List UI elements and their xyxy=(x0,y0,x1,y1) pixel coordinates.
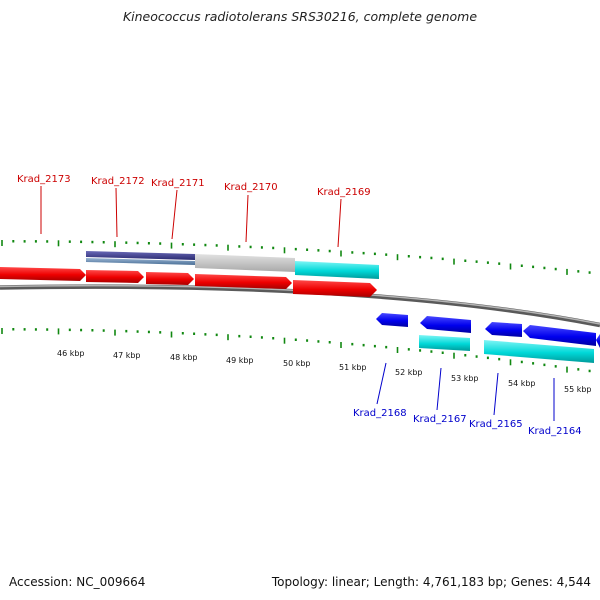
gene-arrow-edge[interactable] xyxy=(596,334,600,348)
reverse-gene-labels: Krad_2168 Krad_2167 Krad_2165 Krad_2164 xyxy=(353,408,582,437)
scale-labels: 46 kbp 47 kbp 48 kbp 49 kbp 50 kbp 51 kb… xyxy=(57,349,592,394)
gene-arrow-krad-2173[interactable] xyxy=(0,267,86,281)
leader-line-krad-2171 xyxy=(171,189,178,240)
gene-label-krad-2172[interactable]: Krad_2172 xyxy=(91,176,145,187)
kbp-label: 55 kbp xyxy=(564,385,592,394)
kbp-label: 53 kbp xyxy=(451,374,479,383)
forward-leader-lines xyxy=(40,186,342,248)
kbp-label: 47 kbp xyxy=(113,351,141,360)
forward-gene-labels: Krad_2173 Krad_2172 Krad_2171 Krad_2170 … xyxy=(17,174,371,198)
kbp-label: 49 kbp xyxy=(226,356,254,365)
forward-gene-arrows xyxy=(0,267,377,297)
kbp-label: 50 kbp xyxy=(283,359,311,368)
gene-label-krad-2169[interactable]: Krad_2169 xyxy=(317,187,371,198)
kbp-label: 48 kbp xyxy=(170,353,198,362)
gene-arrow-krad-2169[interactable] xyxy=(293,280,377,297)
gene-label-krad-2168[interactable]: Krad_2168 xyxy=(353,408,407,419)
gene-label-krad-2167[interactable]: Krad_2167 xyxy=(413,414,467,425)
gene-label-krad-2164[interactable]: Krad_2164 xyxy=(528,426,582,437)
gene-arrow-krad-2164[interactable] xyxy=(523,325,596,346)
leader-line-krad-2172 xyxy=(115,187,118,238)
kbp-label: 46 kbp xyxy=(57,349,85,358)
gene-arrow-krad-2171[interactable] xyxy=(146,272,194,285)
gene-label-krad-2170[interactable]: Krad_2170 xyxy=(224,182,278,193)
cds-grey-segment xyxy=(195,254,295,272)
kbp-label: 51 kbp xyxy=(339,363,367,372)
gene-arrow-krad-2165[interactable] xyxy=(485,322,522,337)
gene-arrow-krad-2172[interactable] xyxy=(86,270,144,283)
gene-label-krad-2165[interactable]: Krad_2165 xyxy=(469,419,523,430)
kbp-label: 54 kbp xyxy=(508,379,536,388)
gene-arrow-krad-2167[interactable] xyxy=(420,316,471,333)
gene-arrow-krad-2168[interactable] xyxy=(376,313,408,327)
gene-label-krad-2173[interactable]: Krad_2173 xyxy=(17,174,71,185)
reverse-gene-arrows xyxy=(376,313,600,348)
accession-text: Accession: NC_009664 xyxy=(9,575,146,589)
reverse-cds-features xyxy=(419,335,594,363)
genome-stats-text: Topology: linear; Length: 4,761,183 bp; … xyxy=(271,575,591,589)
gene-label-krad-2171[interactable]: Krad_2171 xyxy=(151,178,205,189)
leader-line-krad-2170 xyxy=(245,194,249,243)
cds-cyan-segment xyxy=(295,261,379,279)
leader-line-krad-2165 xyxy=(493,372,499,416)
cds-cyan-rev-1 xyxy=(419,335,470,351)
cds-cyan-rev-2 xyxy=(484,340,594,363)
reverse-leader-lines xyxy=(376,362,555,421)
cds-steel-segment xyxy=(86,258,195,265)
upper-tick-ring xyxy=(1,240,591,275)
lower-tick-ring xyxy=(1,328,591,373)
leader-line-krad-2169 xyxy=(337,198,342,248)
leader-line-krad-2167 xyxy=(436,367,442,411)
cds-purple-segment xyxy=(86,251,195,260)
forward-cds-features xyxy=(86,251,379,279)
map-title: Kineococcus radiotolerans SRS30216, comp… xyxy=(122,9,478,24)
leader-line-krad-2168 xyxy=(376,362,387,405)
kbp-label: 52 kbp xyxy=(395,368,423,377)
gene-arrow-krad-2170[interactable] xyxy=(195,274,292,289)
